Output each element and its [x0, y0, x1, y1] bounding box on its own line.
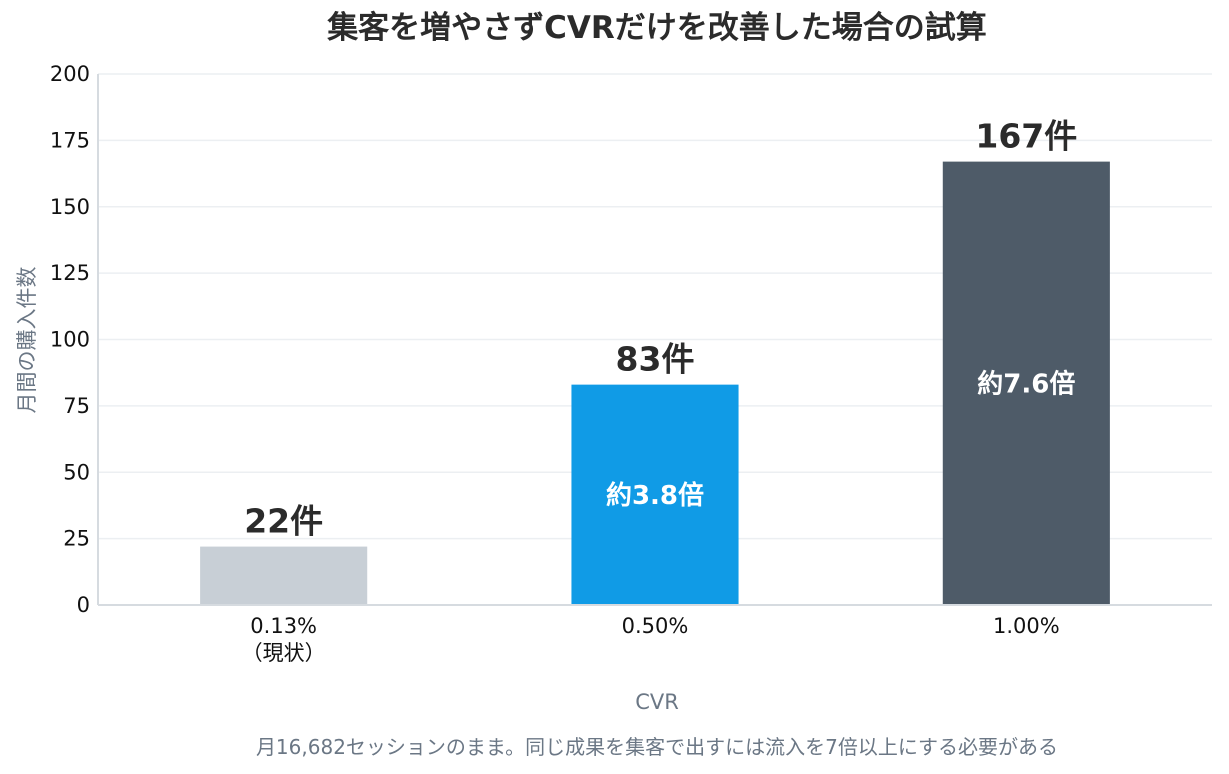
chart-title: 集客を増やさずCVRだけを改善した場合の試算 — [326, 10, 987, 46]
y-tick-label: 175 — [50, 128, 90, 152]
x-tick-labels: 0.13% （現状） 0.50% 1.00% — [242, 614, 1060, 665]
bar — [942, 161, 1110, 606]
x-tick-label: 1.00% — [993, 614, 1060, 638]
y-tick-label: 150 — [50, 195, 90, 219]
bar-value-label: 167件 — [975, 117, 1077, 156]
y-tick-label: 125 — [50, 261, 90, 285]
bar-ratio-label: 約3.8倍 — [606, 480, 704, 511]
y-tick-label: 75 — [63, 394, 90, 418]
x-axis-label: CVR — [635, 690, 679, 714]
y-axis-label: 月間の購入件数 — [15, 267, 39, 414]
y-tick-label: 100 — [50, 328, 90, 352]
y-tick-label: 50 — [63, 460, 90, 484]
bar — [571, 384, 739, 605]
x-tick-label: 0.50% — [622, 614, 689, 638]
bar-ratio-label: 約7.6倍 — [977, 368, 1075, 399]
x-tick-label: （現状） — [242, 641, 326, 665]
chart-footnote: 月16,682セッションのまま。同じ成果を集客で出すには流入を7倍以上にする必要… — [256, 735, 1058, 759]
x-tick-label: 0.13% — [250, 614, 317, 638]
bar-value-label: 83件 — [616, 340, 695, 379]
bar — [200, 546, 368, 605]
bar-value-label: 22件 — [244, 502, 323, 541]
y-tick-label: 200 — [50, 62, 90, 86]
y-tick-labels: 0 25 50 75 100 125 150 175 200 — [50, 62, 90, 617]
y-tick-label: 0 — [77, 593, 90, 617]
y-tick-label: 25 — [63, 527, 90, 551]
